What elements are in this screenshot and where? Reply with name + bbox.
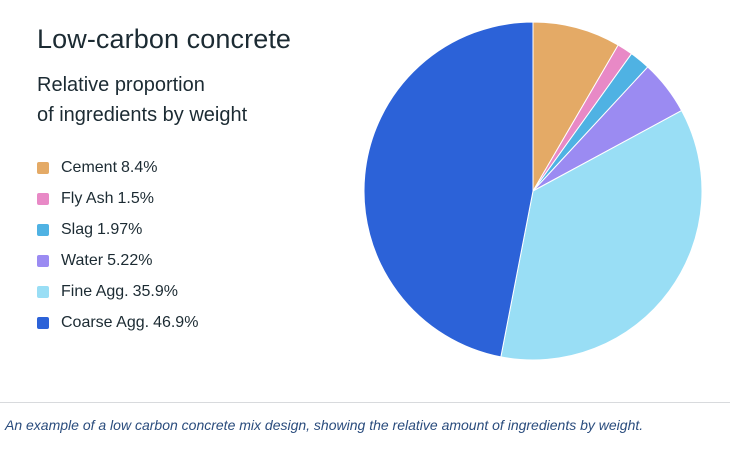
pie-slice-fine-agg (500, 109, 703, 361)
legend-item-cement: Cement 8.4% (37, 152, 198, 183)
legend-label-coarse-agg: Coarse Agg. (61, 313, 150, 331)
legend-swatch-cement (37, 161, 49, 174)
pie-slice-coarse-agg (363, 21, 534, 358)
legend-value-water: 5.22% (107, 251, 153, 269)
legend-item-slag: Slag 1.97% (37, 214, 198, 245)
legend-swatch-slag (37, 223, 49, 236)
legend-swatch-coarse-agg (37, 316, 49, 329)
legend-label-water: Water (61, 251, 104, 269)
legend-value-cement: 8.4% (121, 158, 158, 176)
legend-item-fine-agg: Fine Agg. 35.9% (37, 276, 198, 307)
legend-value-coarse-agg: 46.9% (153, 313, 199, 331)
legend-label-slag: Slag (61, 220, 94, 238)
legend-item-fly-ash: Fly Ash 1.5% (37, 183, 198, 214)
legend-swatch-water (37, 254, 49, 267)
figure-caption: An example of a low carbon concrete mix … (5, 417, 644, 433)
chart-subtitle-line-1: Relative proportion (37, 74, 205, 96)
chart-subtitle: Relative proportion of ingredients by we… (37, 70, 337, 130)
legend-label-fine-agg: Fine Agg. (61, 282, 129, 300)
legend-label-fly-ash: Fly Ash (61, 189, 114, 207)
pie-slice-cement (532, 21, 619, 193)
legend-value-fine-agg: 35.9% (132, 282, 178, 300)
legend-value-slag: 1.97% (97, 220, 143, 238)
legend-value-fly-ash: 1.5% (117, 189, 154, 207)
pie-chart (363, 21, 703, 361)
legend-item-coarse-agg: Coarse Agg. 46.9% (37, 307, 198, 338)
caption-divider (0, 402, 730, 403)
chart-legend: Cement 8.4% Fly Ash 1.5% Slag 1.97% Water 5.22%… (37, 152, 198, 338)
legend-item-water: Water 5.22% (37, 245, 198, 276)
chart-title: Low-carbon concrete (37, 24, 292, 54)
chart-subtitle-line-2: of ingredients by weight (37, 104, 248, 126)
legend-swatch-fine-agg (37, 285, 49, 298)
legend-swatch-fly-ash (37, 192, 49, 205)
legend-label-cement: Cement (61, 158, 118, 176)
